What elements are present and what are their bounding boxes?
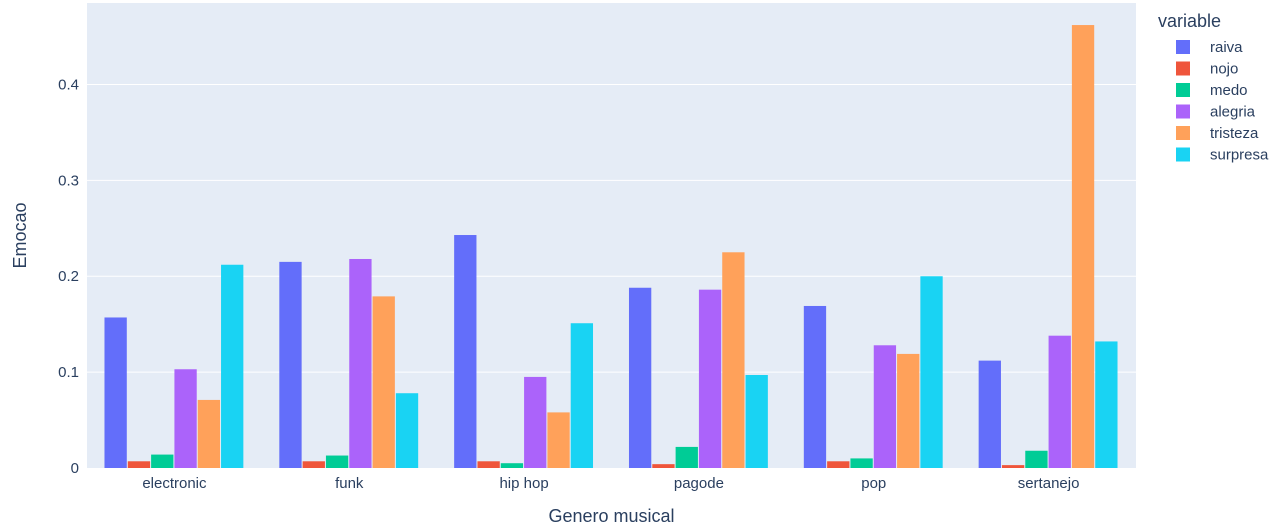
bar-nojo-pagode[interactable] [652,464,675,468]
y-axis-ticks: 0 0.1 0.2 0.3 0.4 [58,76,79,477]
legend-swatch-surpresa[interactable] [1176,147,1190,162]
bar-medo-electronic[interactable] [151,454,174,468]
bar-raiva-electronic[interactable] [104,317,127,468]
bar-medo-pop[interactable] [850,458,873,468]
x-tick-label: sertanejo [1018,475,1080,492]
bar-medo-sertanejo[interactable] [1025,450,1048,468]
x-axis-ticks: electronic funk hip hop pagode pop sertanejo [142,475,1079,492]
gridlines [87,83,1136,373]
bar-raiva-pagode[interactable] [628,287,652,468]
bar-alegria-funk[interactable] [349,258,372,468]
legend-label-surpresa[interactable]: surpresa [1210,147,1269,164]
bar-surpresa-pop[interactable] [920,276,943,468]
bar-tristeza-electronic[interactable] [197,399,221,468]
plot-area [87,3,1136,468]
legend-swatch-alegria[interactable] [1176,104,1190,119]
legend: variable raiva nojo medo alegria tristeza sur… [1158,11,1269,164]
bar-nojo-pop[interactable] [827,461,850,468]
legend-swatch-medo[interactable] [1176,83,1190,97]
bar-nojo-hip-hop[interactable] [477,461,500,468]
x-axis-title: Genero musical [548,506,674,526]
y-axis-title: Emocao [10,202,30,268]
bar-medo-hip-hop[interactable] [500,463,524,468]
bar-surpresa-hip-hop[interactable] [570,323,594,468]
bar-surpresa-funk[interactable] [395,393,419,468]
y-tick-label: 0.2 [58,268,79,285]
legend-title: variable [1158,11,1221,31]
x-tick-label: pagode [674,475,724,492]
bar-tristeza-funk[interactable] [372,296,395,468]
x-tick-label: electronic [142,475,207,492]
bar-nojo-sertanejo[interactable] [1001,465,1025,468]
legend-swatch-tristeza[interactable] [1176,126,1190,140]
y-tick-label: 0 [71,460,79,477]
bar-medo-pagode[interactable] [675,446,698,468]
legend-swatch-raiva[interactable] [1176,40,1190,54]
x-tick-label: pop [861,475,886,492]
bar-tristeza-hip-hop[interactable] [547,412,570,468]
bar-alegria-pagode[interactable] [698,289,722,468]
bar-raiva-funk[interactable] [279,261,302,468]
y-tick-label: 0.1 [58,364,79,381]
legend-label-alegria[interactable]: alegria [1210,104,1256,121]
bar-surpresa-sertanejo[interactable] [1095,341,1118,468]
legend-label-raiva[interactable]: raiva [1210,39,1243,56]
legend-swatch-nojo[interactable] [1176,61,1190,76]
bar-nojo-funk[interactable] [302,461,325,468]
bar-alegria-sertanejo[interactable] [1048,335,1071,468]
bar-alegria-pop[interactable] [873,345,897,468]
bar-tristeza-pagode[interactable] [722,252,745,468]
bar-raiva-hip-hop[interactable] [454,235,477,468]
y-tick-label: 0.4 [58,76,79,93]
bar-raiva-pop[interactable] [803,305,827,468]
bars [104,25,1118,469]
bar-raiva-sertanejo[interactable] [978,360,1001,468]
bar-surpresa-electronic[interactable] [221,264,244,468]
bar-medo-funk[interactable] [325,455,349,468]
legend-label-tristeza[interactable]: tristeza [1210,125,1259,142]
bar-tristeza-sertanejo[interactable] [1071,25,1095,469]
x-tick-label: hip hop [499,475,548,492]
y-tick-label: 0.3 [58,172,79,189]
legend-label-medo[interactable]: medo [1210,82,1248,99]
bar-alegria-hip-hop[interactable] [524,376,547,468]
legend-label-nojo[interactable]: nojo [1210,61,1238,78]
bar-alegria-electronic[interactable] [174,369,197,468]
bar-surpresa-pagode[interactable] [745,375,768,468]
bar-nojo-electronic[interactable] [127,461,151,468]
bar-tristeza-pop[interactable] [897,353,920,468]
x-tick-label: funk [335,475,364,492]
